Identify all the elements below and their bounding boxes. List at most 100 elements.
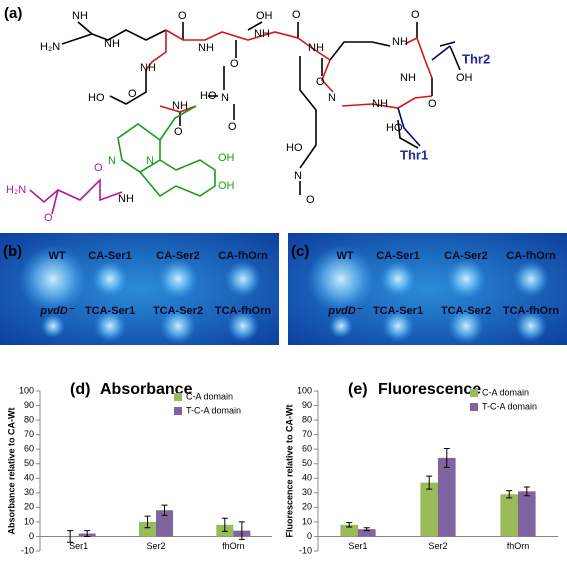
atom-label: N <box>221 92 229 104</box>
strain-label: TCA-Ser2 <box>441 305 491 317</box>
x-tick-label: fhOrn <box>222 541 245 551</box>
colony-glow <box>515 310 547 342</box>
atom-label: OH <box>456 72 473 84</box>
y-tick-label: 100 <box>19 385 34 395</box>
strain-label: TCA-fhOrn <box>503 305 559 317</box>
atom-label: NH <box>172 100 188 112</box>
legend-label: T-C-A domain <box>482 401 537 411</box>
error-bar <box>144 515 151 529</box>
atom-label: O <box>411 9 420 21</box>
error-bar <box>443 447 450 468</box>
y-tick-label: 0 <box>29 531 34 541</box>
y-tick-label: 0 <box>307 531 312 541</box>
strain-label: TCA-fhOrn <box>215 305 271 317</box>
atom-label: NH <box>392 36 408 48</box>
structure-bonds <box>29 21 461 215</box>
strain-label: pvdD⁻ <box>327 305 363 317</box>
error-bar <box>426 475 433 490</box>
chart-panel-label: (e) <box>348 381 368 398</box>
y-tick-label: 30 <box>302 487 312 497</box>
colony-glow <box>446 259 486 299</box>
atom-label: NH <box>308 42 324 54</box>
x-tick-label: fhOrn <box>507 541 530 551</box>
legend-label: C-A domain <box>186 391 233 401</box>
atom-label: O <box>316 76 325 88</box>
error-bar <box>346 522 353 528</box>
error-bar <box>221 517 228 532</box>
atom-label: NH <box>198 42 214 54</box>
atom-label: N <box>328 92 336 104</box>
chart-panel-label: (d) <box>70 381 90 398</box>
atom-label: O <box>178 10 187 22</box>
strain-label: CA-Ser1 <box>88 250 131 262</box>
y-tick-label: 80 <box>302 414 312 424</box>
atom-label: Thr1 <box>400 147 428 162</box>
bar <box>438 457 456 537</box>
error-bar <box>363 527 370 532</box>
y-tick-label: 30 <box>24 487 34 497</box>
colony-glow <box>382 310 414 342</box>
atom-label: O <box>94 162 103 174</box>
bar <box>518 491 536 537</box>
strain-label: WT <box>336 250 353 262</box>
error-bar <box>161 504 168 516</box>
colony-glow <box>225 261 261 297</box>
error-bar <box>84 530 91 537</box>
atom-label: OH <box>256 10 273 22</box>
y-tick-label: 20 <box>302 502 312 512</box>
colony-glow <box>92 261 128 297</box>
strain-label: CA-Ser2 <box>156 250 199 262</box>
atom-label: O <box>306 194 315 206</box>
strain-label: CA-fhOrn <box>506 250 556 262</box>
atom-label: NH <box>118 193 134 205</box>
y-tick-label: 70 <box>24 429 34 439</box>
error-bar <box>506 490 513 499</box>
y-axis-label: Absorbance relative to CA-Wt <box>6 407 16 534</box>
atom-label: H₂N <box>6 184 26 196</box>
panel-label: (b) <box>3 243 22 260</box>
y-tick-label: 50 <box>24 458 34 468</box>
colony-glow <box>158 259 198 299</box>
atom-label: Thr2 <box>462 51 490 66</box>
y-tick-label: 40 <box>24 473 34 483</box>
strain-label: CA-Ser1 <box>376 250 419 262</box>
atom-label: OH <box>218 152 235 164</box>
atom-label: HO <box>200 90 217 102</box>
atom-label: O <box>292 9 301 21</box>
colony-glow <box>160 308 196 344</box>
colony-glow <box>329 314 353 338</box>
y-tick-label: 80 <box>24 414 34 424</box>
atom-label: HO <box>386 122 403 134</box>
atom-label: O <box>174 126 183 138</box>
bar <box>340 524 358 537</box>
y-tick-label: 100 <box>297 385 312 395</box>
y-tick-label: -10 <box>21 545 34 555</box>
atom-label: NH <box>254 28 270 40</box>
error-bar <box>67 530 74 543</box>
y-tick-label: -10 <box>299 545 312 555</box>
colony-glow <box>380 261 416 297</box>
bar <box>420 482 438 537</box>
colony-glow <box>448 308 484 344</box>
legend-swatch <box>470 389 478 397</box>
y-tick-label: 50 <box>302 458 312 468</box>
atom-label: O <box>230 58 239 70</box>
legend-swatch <box>174 407 182 415</box>
bar <box>358 529 376 537</box>
atom-label: O <box>128 88 137 100</box>
atom-label: NH <box>140 62 156 74</box>
atom-label: O <box>228 121 237 133</box>
strain-label: TCA-Ser1 <box>373 305 423 317</box>
x-tick-label: Ser2 <box>146 541 165 551</box>
legend-swatch <box>470 403 478 411</box>
atom-label: N <box>294 170 302 182</box>
x-tick-label: Ser1 <box>69 541 88 551</box>
y-tick-label: 20 <box>24 502 34 512</box>
colony-glow <box>307 245 375 313</box>
atom-label: OH <box>218 180 235 192</box>
atom-label: NH <box>72 10 88 22</box>
colony-glow <box>19 245 87 313</box>
colony-glow <box>513 261 549 297</box>
chart-title: Fluorescence <box>378 381 481 398</box>
